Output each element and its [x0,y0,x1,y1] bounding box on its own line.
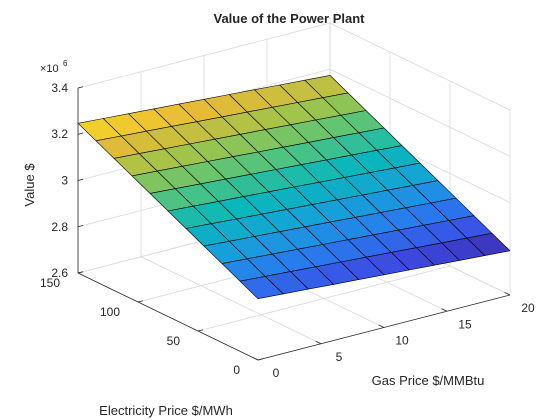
surface-patch [239,276,284,300]
chart-title: Value of the Power Plant [214,11,366,26]
x-axis-label: Gas Price $/MMBtu [372,373,485,388]
y-axis-label: Electricity Price $/MWh [99,403,233,418]
grid-line [329,22,511,111]
z-tick-mark [77,225,84,228]
y-tick-mark [137,300,144,303]
z-tick-label: 3 [61,174,68,188]
surface-plot [77,75,511,300]
z-axis-label: Value $ [22,163,37,207]
z-tick-mark [77,178,84,181]
y-axis-line [77,272,259,361]
x-tick-label: 20 [521,301,535,315]
x-tick-mark [378,324,385,328]
z-tick-label: 3.4 [51,81,68,95]
z-tick-label: 2.8 [51,220,68,234]
y-tick-mark [257,358,264,361]
z-tick-mark [77,132,84,135]
z-exponent: 6 [63,59,68,68]
z-tick-mark [77,271,84,274]
z-tick-mark [77,86,84,89]
y-tick-label: 50 [167,334,181,348]
grid-line [140,256,322,345]
x-tick-label: 0 [273,366,280,380]
y-tick-mark [197,329,204,332]
x-tick-label: 15 [458,317,472,331]
x-tick-mark [441,308,448,312]
x-tick-mark [504,292,511,296]
x-tick-mark [315,340,322,345]
grid-line [197,265,451,332]
grid-line [329,68,511,157]
axes-frame [77,86,511,361]
grid-line [77,22,331,89]
x-tick-label: 5 [336,350,343,364]
z-tick-label: 3.2 [51,127,68,141]
x-tick-mark [252,357,259,361]
y-tick-label: 100 [100,305,120,319]
z-multiplier: ×10 [40,63,59,75]
y-tick-label: 0 [233,363,240,377]
x-tick-label: 10 [395,334,409,348]
z-tick-label: 2.6 [51,266,68,280]
y-tick-label: 150 [40,276,60,290]
